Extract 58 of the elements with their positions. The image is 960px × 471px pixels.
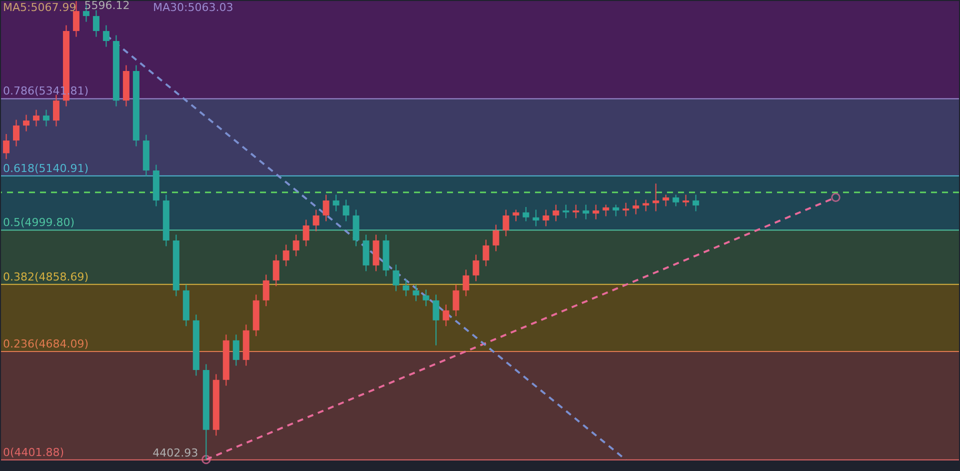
candlestick bbox=[522, 206, 530, 222]
candlestick bbox=[672, 194, 680, 207]
annotation: 4402.93 bbox=[152, 446, 198, 460]
candlestick bbox=[3, 134, 10, 160]
candlestick bbox=[262, 274, 270, 307]
candlestick bbox=[102, 24, 110, 48]
candlestick bbox=[662, 194, 670, 207]
candlestick bbox=[392, 264, 400, 292]
candlestick bbox=[92, 10, 100, 38]
candlestick bbox=[622, 202, 630, 217]
candlestick bbox=[612, 204, 620, 217]
candlestick bbox=[342, 199, 350, 222]
candlestick bbox=[282, 244, 290, 267]
candlestick bbox=[322, 194, 330, 222]
candlestick bbox=[482, 239, 490, 267]
candlestick bbox=[572, 204, 580, 219]
candlestick bbox=[412, 284, 420, 302]
candlestick bbox=[512, 209, 520, 222]
candlestick bbox=[442, 304, 450, 327]
candlestick bbox=[582, 204, 590, 220]
ref-line-label: 0(4401.88) bbox=[3, 446, 64, 459]
candlestick bbox=[52, 94, 60, 127]
candlestick bbox=[272, 254, 280, 287]
candlestick bbox=[552, 204, 560, 222]
candlestick bbox=[302, 219, 310, 247]
candlestick bbox=[32, 109, 40, 127]
candlestick bbox=[592, 204, 600, 220]
candlestick bbox=[692, 194, 700, 212]
annotation: 5596.12 bbox=[84, 0, 130, 12]
candlestick bbox=[402, 279, 410, 297]
candlestick bbox=[22, 114, 30, 132]
candlestick bbox=[472, 254, 480, 282]
candlestick bbox=[642, 199, 650, 212]
candlestick bbox=[562, 204, 570, 219]
candlestick bbox=[12, 119, 20, 147]
candlestick bbox=[422, 289, 430, 307]
candlestick bbox=[432, 294, 440, 346]
ref-line-label: 0.5(4999.80) bbox=[3, 216, 75, 230]
annotation: MA5:5067.99 bbox=[3, 1, 76, 14]
ref-line-label: 0.236(4684.09) bbox=[3, 337, 89, 350]
candlestick bbox=[502, 209, 510, 237]
candlestick bbox=[632, 199, 640, 215]
candlestick bbox=[682, 194, 690, 207]
annotation: MA30:5063.03 bbox=[153, 1, 234, 14]
ref-line-label: 0.618(5140.91) bbox=[3, 162, 89, 175]
candlestick bbox=[652, 183, 660, 212]
candlestick bbox=[532, 209, 540, 227]
ref-line-label: 0.382(4858.69) bbox=[3, 270, 89, 284]
candlestick bbox=[542, 209, 550, 227]
candlestick bbox=[452, 284, 460, 317]
candlestick bbox=[312, 209, 320, 232]
candlestick bbox=[232, 334, 240, 366]
candlestick bbox=[462, 269, 470, 297]
candlestick bbox=[42, 109, 50, 127]
candlestick bbox=[332, 194, 340, 212]
candlestick bbox=[492, 224, 500, 252]
candlestick bbox=[602, 204, 610, 217]
candlestick bbox=[292, 234, 300, 257]
